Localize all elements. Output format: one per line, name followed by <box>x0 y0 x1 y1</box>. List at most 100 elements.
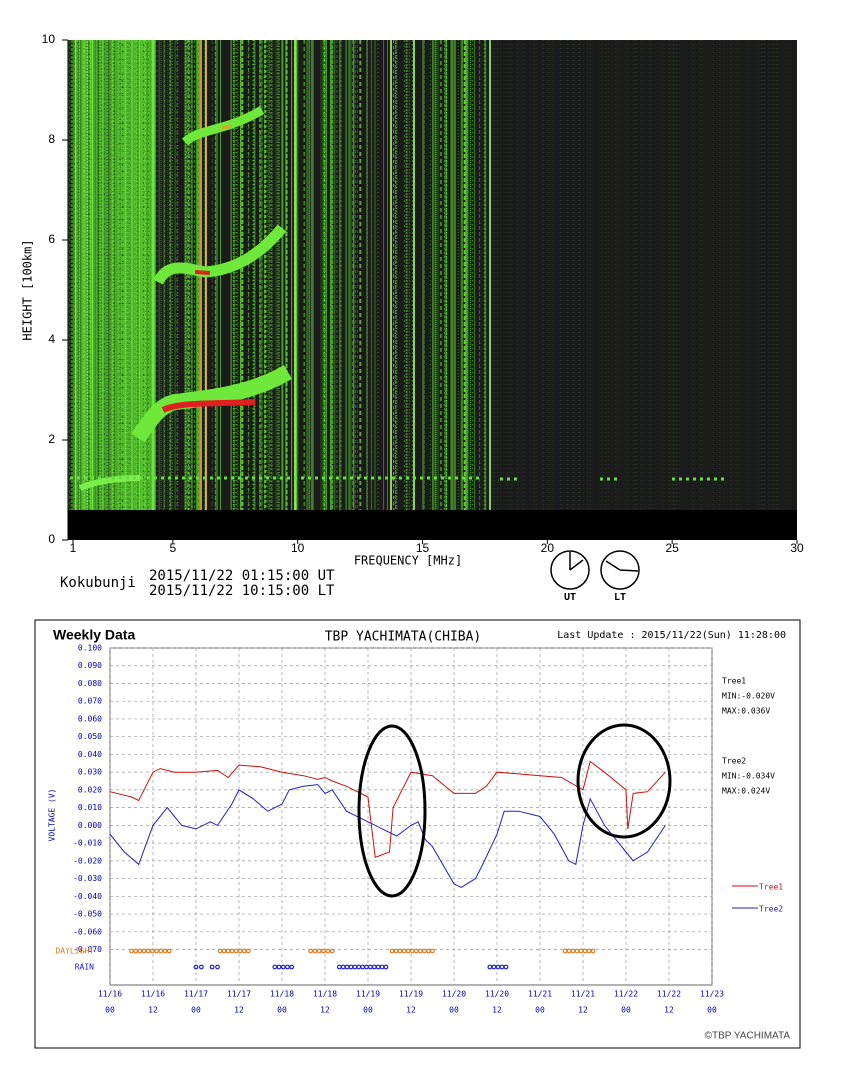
y-tick-label: 0.010 <box>78 803 102 812</box>
y-tick-label: 0.000 <box>78 821 102 830</box>
stat-text: MIN:-0.034V <box>722 772 775 781</box>
row-interval <box>562 948 596 954</box>
row-interval <box>209 964 220 970</box>
weekly-chart: 0.100 0.090 0.080 0.070 0.060 0.050 0.040 0.030… <box>55 644 783 1015</box>
clock-label: LT <box>614 592 626 603</box>
y-tick-label: 0.030 <box>78 768 102 777</box>
y-tick-label: 2 <box>48 432 55 446</box>
x-tick-sublabel: 00 <box>707 1006 717 1015</box>
row-dot <box>289 964 295 970</box>
row-interval <box>389 948 435 954</box>
x-tick-sublabel: 00 <box>105 1006 115 1015</box>
y-tick-label: 0.100 <box>78 644 102 653</box>
y-tick-label: -0.030 <box>73 874 102 883</box>
row-dot <box>308 948 314 954</box>
row-dot <box>590 948 596 954</box>
x-tick-label: 11/18 <box>270 990 294 999</box>
x-tick-label: 1 <box>70 541 77 555</box>
row-dot <box>503 964 509 970</box>
x-tick-sublabel: 00 <box>621 1006 631 1015</box>
x-tick-label: 11/19 <box>356 990 380 999</box>
y-tick-label: 10 <box>42 32 56 46</box>
y-tick-label: 0.080 <box>78 679 102 688</box>
y-tick-label: 0.040 <box>78 750 102 759</box>
ionogram-bottom-band <box>68 510 797 540</box>
stat-text: Tree2 <box>722 757 746 766</box>
row-dot <box>272 964 278 970</box>
x-tick-sublabel: 12 <box>320 1006 330 1015</box>
credit: ©TBP YACHIMATA <box>705 1031 791 1042</box>
highlight-circle <box>576 723 672 839</box>
trace <box>70 476 725 481</box>
station: Kokubunji <box>60 575 136 591</box>
row-label: DAYLIGHT <box>55 947 94 956</box>
x-tick-sublabel: 12 <box>148 1006 158 1015</box>
row-interval <box>272 964 295 970</box>
y-tick-label: -0.060 <box>73 927 102 936</box>
legend-label: Tree2 <box>759 905 783 914</box>
clocks <box>550 550 640 590</box>
row-interval <box>487 964 509 970</box>
y-tick-label: 0.060 <box>78 714 102 723</box>
x-tick-sublabel: 12 <box>492 1006 502 1015</box>
x-tick-label: 30 <box>790 541 804 555</box>
x-tick-label: 5 <box>170 541 177 555</box>
row-dot <box>329 948 335 954</box>
x-tick-label: 11/23 <box>700 990 724 999</box>
x-tick-label: 11/20 <box>485 990 509 999</box>
y-tick-label: 0.050 <box>78 732 102 741</box>
x-tick-label: 11/17 <box>184 990 208 999</box>
panel-label: Weekly Data <box>53 627 135 643</box>
row-dot <box>430 948 435 954</box>
x-tick-label: 10 <box>291 541 305 555</box>
y-tick-label: 0.020 <box>78 785 102 794</box>
clock-hands <box>605 560 639 572</box>
row-interval <box>336 964 389 970</box>
stat-text: Tree1 <box>722 677 746 686</box>
row-dot <box>280 964 286 970</box>
row-dot <box>325 948 331 954</box>
row-label: RAIN <box>75 963 94 972</box>
row-interval <box>308 948 335 954</box>
x-tick-label: 15 <box>416 541 430 555</box>
lt-time: 2015/11/22 10:15:00 LT <box>149 583 335 599</box>
stat-text: MAX:0.036V <box>722 707 770 716</box>
x-tick-label: 11/21 <box>571 990 595 999</box>
trace-core <box>221 124 233 130</box>
y-tick-label: -0.070 <box>73 945 102 954</box>
chart-title: TBP YACHIMATA(CHIBA) <box>325 630 482 645</box>
trace <box>131 365 293 443</box>
row-dot <box>193 964 199 970</box>
series-line <box>109 760 666 858</box>
row-dot <box>316 948 322 954</box>
row-dot <box>321 948 326 954</box>
ut-time: 2015/11/22 01:15:00 UT <box>149 568 335 584</box>
row-dot <box>209 964 215 970</box>
y-tick-label: 0.070 <box>78 697 102 706</box>
last-update: Last Update : 2015/11/22(Sun) 11:28:00 <box>557 630 786 641</box>
weekly-panel <box>34 619 801 1049</box>
series-line <box>109 784 666 888</box>
row-dot <box>285 964 290 970</box>
x-tick-sublabel: 00 <box>191 1006 201 1015</box>
highlight-circle <box>357 724 427 898</box>
y-tick-label: -0.020 <box>73 856 102 865</box>
row-dot <box>383 964 389 970</box>
legend-label: Tree1 <box>759 883 783 892</box>
y-tick-label: 8 <box>48 132 55 146</box>
x-axis-label: FREQUENCY [MHz] <box>354 554 462 568</box>
row-dot <box>166 948 172 954</box>
row-interval <box>193 964 204 970</box>
y-axis-label: HEIGHT [100km] <box>21 239 35 340</box>
y-tick-label: 6 <box>48 232 55 246</box>
y-tick-label: -0.050 <box>73 910 102 919</box>
ionogram-traces <box>70 106 725 491</box>
x-tick-label: 11/17 <box>227 990 251 999</box>
row-interval <box>129 948 172 954</box>
x-tick-label: 25 <box>665 541 679 555</box>
row-interval <box>217 948 251 954</box>
x-tick-sublabel: 00 <box>449 1006 459 1015</box>
row-dot <box>215 964 220 970</box>
row-dot <box>245 948 251 954</box>
